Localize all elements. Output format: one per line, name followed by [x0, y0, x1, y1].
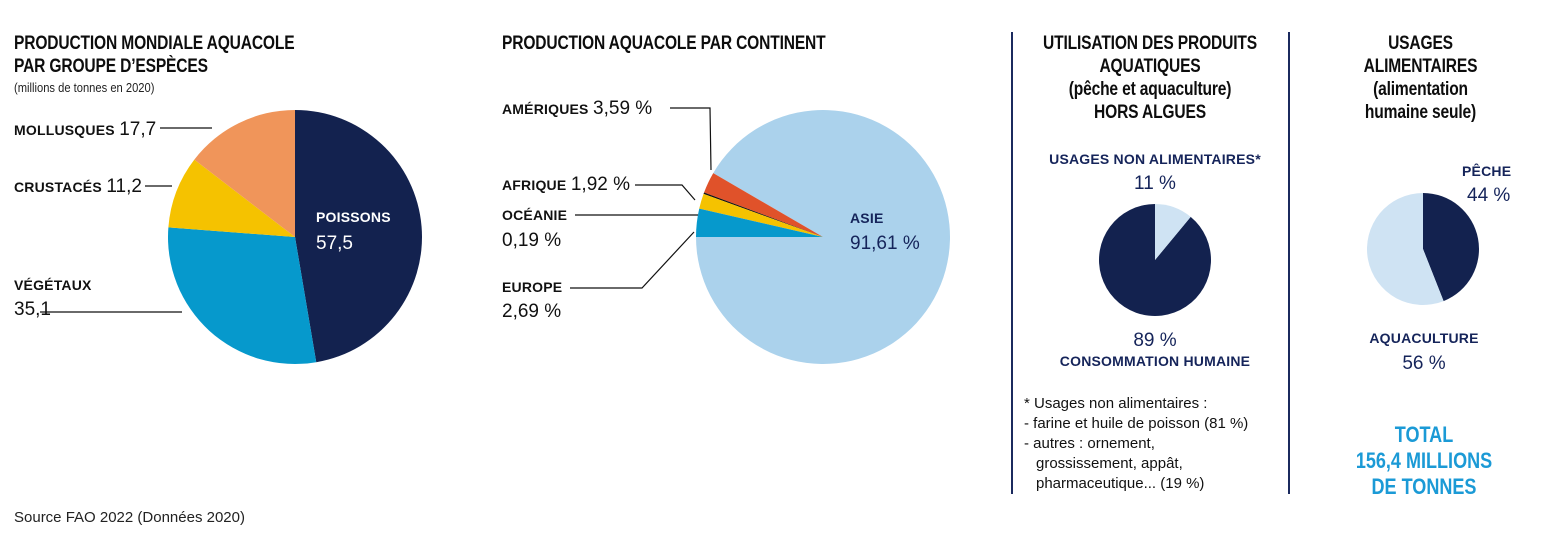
footnote-title: * Usages non alimentaires :	[1024, 395, 1208, 412]
peche-value: 44 %	[1467, 185, 1511, 206]
chart2-slice-ameriques	[696, 208, 823, 237]
mollusques-label: MOLLUSQUES 17,7	[14, 119, 157, 140]
chart1-slice-mollusques	[194, 110, 295, 237]
oceanie-value: 0,19 %	[502, 230, 562, 251]
vegetaux-label: VÉGÉTAUX	[14, 277, 92, 293]
chart1-title-line1: PRODUCTION MONDIALE AQUACOLE	[14, 33, 295, 54]
chart2-slice-oceanie	[703, 192, 823, 237]
chart2-slice-europe	[704, 173, 823, 237]
total-block: TOTAL 156,4 MILLIONS DE TONNES	[1290, 422, 1551, 500]
footnote-line1: - farine et huile de poisson (81 %)	[1024, 415, 1249, 432]
chart2-slice-asie	[696, 109, 951, 364]
chart4-slice-aquaculture	[1367, 193, 1444, 305]
chart4-title-line4: humaine seule)	[1364, 102, 1477, 123]
poissons-value: 57,5	[316, 233, 353, 254]
divider-right	[1288, 32, 1290, 494]
asie-value: 91,61 %	[850, 233, 920, 254]
source-note: Source FAO 2022 (Données 2020)	[14, 509, 245, 526]
conso-value: 89 %	[1133, 330, 1177, 351]
ameriques-label: AMÉRIQUES 3,59 %	[502, 98, 653, 119]
aquaculture-value: 56 %	[1402, 353, 1446, 374]
afrique-label: AFRIQUE 1,92 %	[502, 174, 631, 195]
total-line2: 156,4 MILLIONS	[1355, 448, 1493, 473]
crustaces-label: CRUSTACÉS 11,2	[14, 176, 142, 197]
chart1-title-line2: PAR GROUPE D’ESPÈCES	[14, 56, 208, 77]
chart3-pie	[1099, 204, 1211, 316]
chart1-slice-poissons	[295, 110, 423, 363]
conso-label: CONSOMMATION HUMAINE	[1059, 353, 1251, 369]
chart1-slice-vegetaux	[167, 227, 317, 365]
chart3-slice-usages-non-alimentaires	[1155, 204, 1191, 260]
leader-europe	[570, 231, 695, 289]
chart1-slice-crustaces	[168, 159, 295, 237]
chart4-slice-peche	[1423, 193, 1479, 302]
oceanie-label: OCÉANIE	[502, 207, 568, 223]
chart2-pie	[570, 107, 951, 364]
chart4-title-line3: (alimentation	[1373, 79, 1468, 100]
chart3-title-line3: (pêche et aquaculture)	[1068, 79, 1232, 100]
aquaculture-label: AQUACULTURE	[1369, 330, 1479, 346]
non-alim-value: 11 %	[1134, 173, 1176, 194]
footnote: * Usages non alimentaires : - farine et …	[1024, 394, 1248, 494]
chart4-title-line1: USAGES	[1388, 33, 1453, 54]
asie-label: ASIE	[850, 210, 884, 226]
peche-label: PÊCHE	[1462, 163, 1512, 179]
vegetaux-value: 35,1	[14, 299, 51, 320]
europe-value: 2,69 %	[502, 301, 562, 322]
chart1-pie	[40, 110, 423, 365]
divider-left	[1011, 32, 1013, 494]
chart2-title: PRODUCTION AQUACOLE PAR CONTINENT	[502, 33, 826, 54]
chart4-title-line2: ALIMENTAIRES	[1363, 56, 1478, 77]
footnote-line3: grossissement, appât,	[1036, 455, 1183, 472]
leader-afrique	[635, 184, 696, 201]
poissons-label: POISSONS	[316, 209, 391, 225]
chart3-title: UTILISATION DES PRODUITS AQUATIQUES (pêc…	[1013, 32, 1287, 124]
footnote-line2: - autres : ornement,	[1024, 435, 1155, 452]
chart2-slice-afrique	[699, 193, 823, 237]
chart3-title-line1: UTILISATION DES PRODUITS	[1043, 33, 1257, 54]
footnote-line4: pharmaceutique... (19 %)	[1036, 475, 1205, 492]
europe-label: EUROPE	[502, 279, 563, 295]
chart1-subtitle: (millions de tonnes en 2020)	[14, 80, 155, 95]
chart4-pie	[1367, 193, 1479, 305]
chart3-title-line2: AQUATIQUES	[1099, 56, 1201, 77]
chart4-title: USAGES ALIMENTAIRES (alimentation humain…	[1290, 32, 1551, 124]
total-line1: TOTAL	[1394, 422, 1454, 447]
non-alim-label: USAGES NON ALIMENTAIRES*	[1049, 151, 1261, 167]
total-line3: DE TONNES	[1371, 474, 1477, 499]
chart3-title-line4: HORS ALGUES	[1094, 102, 1206, 123]
leader-ameriques	[670, 107, 712, 171]
